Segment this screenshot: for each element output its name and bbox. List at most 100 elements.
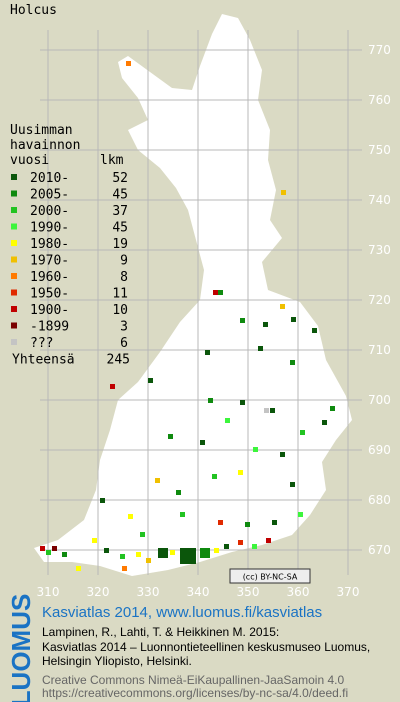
license-badge: (cc) BY-NC-SA — [229, 568, 311, 584]
observation-square — [170, 550, 175, 555]
y-grid-label: 710 — [368, 343, 391, 357]
legend-count: 52 — [112, 171, 128, 186]
x-grid-label: 350 — [237, 585, 260, 599]
legend-count-header: lkm — [100, 153, 124, 168]
legend-total: 245 — [107, 353, 130, 368]
legend-swatch — [11, 322, 17, 329]
observation-square — [200, 440, 205, 445]
observation-square — [264, 408, 269, 413]
license-line: Creative Commons Nimeä-EiKaupallinen-Jaa… — [42, 673, 344, 687]
legend-swatch — [11, 223, 17, 230]
observation-square — [240, 400, 245, 405]
observation-square — [280, 452, 285, 457]
observation-square — [146, 558, 151, 563]
observation-square — [128, 514, 133, 519]
observation-square — [110, 384, 115, 389]
species-title: Holcus — [10, 3, 57, 18]
legend-swatch — [11, 207, 17, 213]
legend-swatch — [11, 174, 17, 180]
legend-label: 1900- — [30, 303, 69, 318]
legend-swatch — [11, 306, 17, 312]
observation-square — [280, 304, 285, 309]
observation-square — [252, 544, 257, 549]
legend-label: 1950- — [30, 287, 69, 302]
observation-square — [213, 290, 218, 295]
observation-square — [180, 512, 185, 517]
observation-square — [298, 512, 303, 517]
legend-total-label: Yhteensä — [12, 353, 75, 368]
badge-text: (cc) BY-NC-SA — [243, 573, 298, 582]
x-grid-label: 310 — [37, 585, 60, 599]
observation-square — [312, 328, 317, 333]
legend-swatch — [11, 273, 17, 279]
observation-square — [155, 478, 160, 483]
observation-square — [238, 540, 243, 545]
legend-count: 45 — [112, 188, 128, 203]
observation-squares — [40, 61, 335, 571]
legend-swatch — [11, 240, 17, 246]
y-grid-label: 720 — [368, 293, 391, 307]
legend-label: 2010- — [30, 171, 69, 186]
observation-square — [266, 538, 271, 543]
legend-label: 1980- — [30, 237, 69, 252]
grid-labels: 310 320 330 340 350 360 3707707607507407307207… — [37, 43, 391, 599]
y-grid-label: 760 — [368, 93, 391, 107]
finland-outline — [34, 14, 352, 576]
x-grid-label: 330 — [137, 585, 160, 599]
observation-square — [290, 482, 295, 487]
legend-count: 11 — [112, 287, 128, 302]
legend-count: 45 — [112, 221, 128, 236]
observation-square — [270, 408, 275, 413]
observation-square — [272, 520, 277, 525]
observation-square — [40, 546, 45, 551]
observation-square — [208, 398, 213, 403]
legend-swatch — [11, 339, 17, 345]
y-grid-label: 750 — [368, 143, 391, 157]
observation-square — [92, 538, 97, 543]
badge-box — [229, 568, 311, 584]
legend-label: 1960- — [30, 270, 69, 285]
legend-header: Uusimman — [10, 123, 73, 138]
legend-header: vuosi — [10, 153, 49, 168]
legend-count: 10 — [112, 303, 128, 318]
legend-label: 2000- — [30, 204, 69, 219]
legend-label: -1899 — [30, 320, 69, 335]
observation-square — [263, 322, 268, 327]
observation-square — [240, 318, 245, 323]
y-grid-label: 730 — [368, 243, 391, 257]
observation-square — [136, 552, 141, 557]
observation-square — [225, 418, 230, 423]
y-grid-label: 680 — [368, 493, 391, 507]
observation-square — [76, 566, 81, 571]
observation-square — [253, 447, 258, 452]
observation-square — [52, 546, 57, 551]
observation-square — [200, 548, 210, 558]
x-grid-label: 320 — [87, 585, 110, 599]
observation-square — [176, 490, 181, 495]
observation-square — [212, 474, 217, 479]
legend-count: 19 — [112, 237, 128, 252]
citation-line: Kasviatlas 2014 – Luonnontieteellinen ke… — [42, 640, 370, 654]
observation-square — [168, 434, 173, 439]
y-grid-label: 670 — [368, 543, 391, 557]
x-grid-label: 370 — [337, 585, 360, 599]
legend-swatch — [11, 190, 17, 197]
grid — [40, 30, 362, 575]
observation-square — [245, 522, 250, 527]
observation-square — [281, 190, 286, 195]
observation-square — [218, 520, 223, 525]
legend-swatch — [11, 289, 17, 296]
legend-header: havainnon — [10, 138, 80, 153]
legend-count: 9 — [120, 254, 128, 269]
observation-square — [291, 317, 296, 322]
legend-label: ??? — [30, 336, 53, 351]
x-grid-label: 340 — [187, 585, 210, 599]
y-grid-label: 770 — [368, 43, 391, 57]
y-grid-label: 700 — [368, 393, 391, 407]
observation-square — [100, 498, 105, 503]
observation-square — [218, 290, 223, 295]
legend-count: 3 — [120, 320, 128, 335]
legend-count: 8 — [120, 270, 128, 285]
